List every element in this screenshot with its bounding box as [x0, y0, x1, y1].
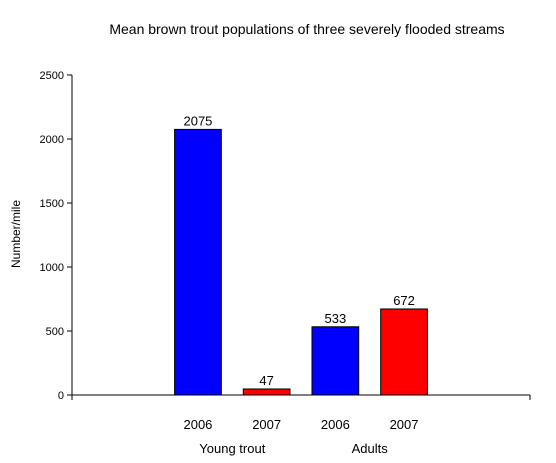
bar — [311, 326, 360, 396]
y-tick-label: 2000 — [40, 134, 64, 146]
bar — [242, 388, 291, 396]
y-axis-label: Number/mile — [9, 200, 23, 268]
bar — [174, 128, 222, 396]
bar-value-label: 47 — [259, 373, 273, 388]
x-tick-label: 2007 — [252, 417, 281, 432]
bar-value-label: 533 — [324, 311, 346, 326]
x-group-label: Young trout — [199, 441, 265, 456]
y-tick-label: 1000 — [40, 262, 64, 274]
bar-value-label: 672 — [393, 293, 415, 308]
bar — [380, 308, 428, 396]
y-tick-label: 1500 — [40, 198, 64, 210]
x-group-label: Adults — [352, 441, 389, 456]
x-tick-label: 2007 — [390, 417, 419, 432]
y-tick-label: 2500 — [40, 70, 64, 82]
x-tick-label: 2006 — [183, 417, 212, 432]
y-tick-label: 0 — [58, 390, 64, 402]
plot-area: 0 500 1000 1500 2000 2500 2075 2006 47 2007 533 200… — [40, 70, 531, 456]
x-tick-label: 2006 — [321, 417, 350, 432]
chart-title: Mean brown trout populations of three se… — [109, 21, 504, 37]
bar-value-label: 2075 — [183, 113, 212, 128]
y-tick-label: 500 — [46, 326, 64, 338]
